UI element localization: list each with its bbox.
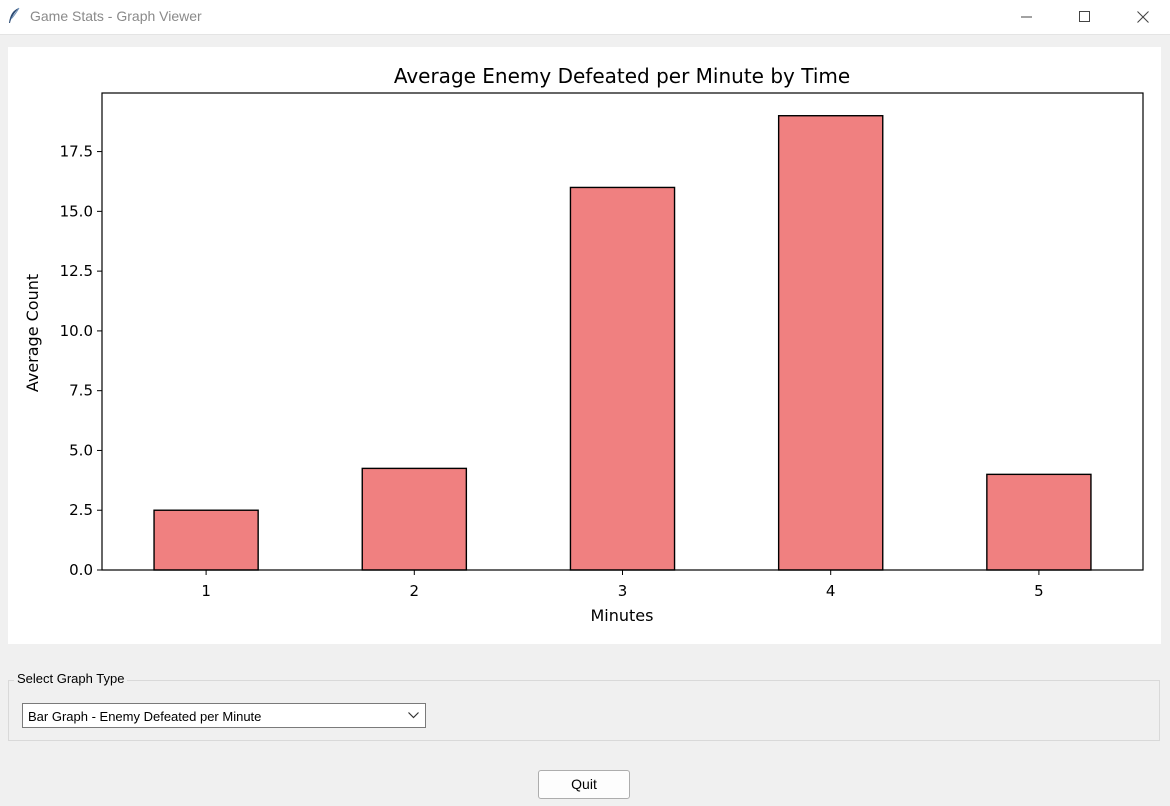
y-axis-label: Average Count — [23, 274, 42, 392]
chart-title: Average Enemy Defeated per Minute by Tim… — [394, 64, 850, 88]
bar-chart: Average Enemy Defeated per Minute by Tim… — [23, 64, 1144, 625]
y-tick-label: 7.5 — [69, 382, 93, 400]
x-tick-label: 5 — [1034, 582, 1044, 600]
bar-minute-5 — [986, 473, 1092, 571]
x-tick-label: 3 — [618, 582, 628, 600]
feather-icon — [9, 7, 20, 23]
bar-minute-4 — [777, 115, 884, 571]
x-tick-label: 1 — [201, 582, 211, 600]
y-tick-label: 15.0 — [60, 202, 93, 220]
graph-type-group — [8, 680, 1160, 741]
y-tick-label: 17.5 — [60, 143, 93, 161]
minimize-icon — [1021, 16, 1032, 18]
x-axis-label: Minutes — [591, 606, 654, 625]
y-tick-label: 5.0 — [69, 441, 93, 459]
graph-type-select-value: Bar Graph - Enemy Defeated per Minute — [28, 709, 262, 724]
chevron-down-icon — [408, 712, 419, 719]
x-tick-label: 4 — [826, 582, 836, 600]
close-button[interactable] — [1120, 0, 1166, 34]
x-tick-label: 2 — [410, 582, 420, 600]
y-tick-label: 2.5 — [69, 501, 93, 519]
maximize-icon — [1079, 11, 1090, 22]
quit-button[interactable]: Quit — [538, 770, 630, 799]
bar-minute-3 — [569, 186, 676, 571]
bar-minute-1 — [153, 509, 259, 571]
title-bar: Game Stats - Graph Viewer — [0, 0, 1170, 35]
window-title: Game Stats - Graph Viewer — [30, 8, 202, 24]
close-icon — [1137, 11, 1149, 23]
plot-frame — [101, 92, 1144, 571]
y-tick-label: 10.0 — [60, 322, 93, 340]
y-tick-label: 12.5 — [60, 262, 93, 280]
chart-panel: Average Enemy Defeated per Minute by Tim… — [8, 47, 1161, 644]
graph-type-group-label: Select Graph Type — [14, 671, 128, 686]
maximize-button[interactable] — [1062, 0, 1108, 34]
bar-minute-2 — [361, 467, 468, 571]
y-tick-label: 0.0 — [69, 561, 93, 579]
minimize-button[interactable] — [1004, 0, 1050, 34]
graph-type-select[interactable]: Bar Graph - Enemy Defeated per Minute — [22, 703, 426, 728]
